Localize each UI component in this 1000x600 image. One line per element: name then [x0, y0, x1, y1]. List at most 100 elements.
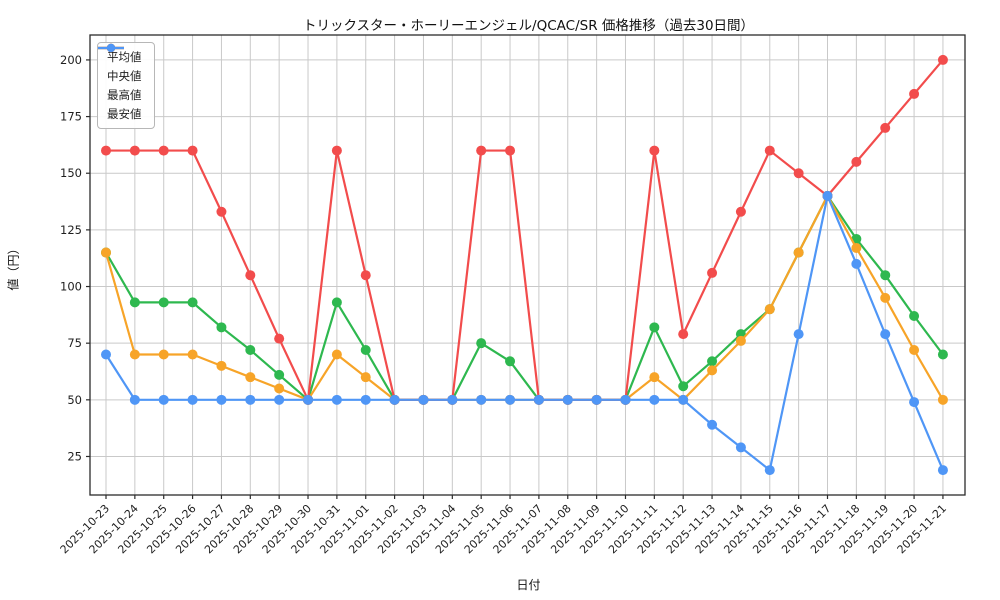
chart-title: トリックスター・ホーリーエンジェル/QCAC/SR 価格推移（過去30日間）: [302, 18, 755, 34]
min-marker: [447, 394, 458, 405]
median-marker: [331, 349, 342, 360]
y-tick-label: 150: [60, 166, 82, 180]
min-marker: [909, 397, 920, 408]
median-marker: [764, 304, 775, 315]
min-marker: [735, 442, 746, 453]
average-marker: [274, 369, 285, 380]
median-marker: [937, 394, 948, 405]
min-marker: [331, 394, 342, 405]
average-marker: [678, 381, 689, 392]
legend-item-median: 中央値: [98, 43, 142, 83]
min-marker: [533, 394, 544, 405]
average-marker: [505, 356, 516, 367]
average-marker: [129, 297, 140, 308]
min-marker: [880, 329, 891, 340]
average-marker: [880, 270, 891, 281]
max-marker: [158, 145, 169, 156]
max-marker: [851, 156, 862, 167]
max-marker: [649, 145, 660, 156]
median-marker: [245, 372, 256, 383]
average-marker: [158, 297, 169, 308]
median-marker: [129, 349, 140, 360]
median-marker: [880, 292, 891, 303]
median-marker: [909, 344, 920, 355]
y-tick-label: 175: [60, 110, 82, 124]
min-marker: [505, 394, 516, 405]
min-marker: [678, 394, 689, 405]
max-marker: [360, 270, 371, 281]
min-marker: [101, 349, 111, 360]
min-marker: [274, 394, 285, 405]
average-marker: [360, 344, 371, 355]
average-marker: [649, 322, 660, 333]
median-marker: [851, 243, 862, 254]
max-marker: [505, 145, 516, 156]
min-marker: [216, 394, 227, 405]
median-marker: [187, 349, 198, 360]
median-marker: [101, 247, 111, 258]
min-marker: [707, 419, 718, 430]
min-marker: [158, 394, 169, 405]
max-marker: [331, 145, 342, 156]
min-marker: [476, 394, 487, 405]
median-marker: [735, 335, 746, 346]
min-line-icon: [98, 43, 124, 53]
max-marker: [245, 270, 256, 281]
max-marker: [101, 145, 111, 156]
legend-label-median: 中央値: [107, 69, 142, 83]
y-tick-label: 125: [60, 223, 82, 237]
y-tick-label: 75: [67, 336, 82, 350]
y-tick-label: 25: [67, 449, 82, 463]
median-marker: [793, 247, 804, 258]
average-marker: [187, 297, 198, 308]
min-marker: [937, 465, 948, 476]
max-marker: [937, 54, 948, 65]
min-marker: [822, 190, 833, 201]
legend-item-min: 最安値: [98, 43, 142, 121]
average-marker: [937, 349, 948, 360]
max-marker: [735, 206, 746, 217]
max-marker: [216, 206, 227, 217]
average-marker: [476, 338, 487, 349]
x-axis-label: 日付: [516, 578, 541, 592]
min-marker: [620, 394, 631, 405]
average-marker: [909, 310, 920, 321]
min-marker: [303, 394, 314, 405]
legend-item-max: 最高値: [98, 43, 142, 102]
y-tick-label: 50: [67, 393, 82, 407]
average-marker: [707, 356, 718, 367]
average-marker: [331, 297, 342, 308]
min-marker: [360, 394, 371, 405]
min-marker: [764, 465, 775, 476]
plot-border: [89, 34, 966, 496]
min-marker: [187, 394, 198, 405]
min-marker: [793, 329, 804, 340]
min-marker: [418, 394, 429, 405]
average-marker: [245, 344, 256, 355]
min-marker: [851, 258, 862, 269]
legend: 平均値 中央値 最高値 最安値: [97, 42, 155, 129]
max-marker: [129, 145, 140, 156]
median-marker: [360, 372, 371, 383]
max-marker: [764, 145, 775, 156]
min-marker: [649, 394, 660, 405]
legend-label-min: 最安値: [107, 107, 142, 121]
min-marker: [129, 394, 140, 405]
max-marker: [187, 145, 198, 156]
median-marker: [274, 383, 285, 394]
max-marker: [880, 122, 891, 133]
min-marker: [389, 394, 400, 405]
min-marker: [562, 394, 573, 405]
min-line: [105, 194, 944, 472]
max-marker: [274, 333, 285, 344]
min-marker: [591, 394, 602, 405]
y-tick-label: 200: [60, 53, 82, 67]
legend-label-max: 最高値: [107, 88, 142, 102]
max-marker: [707, 267, 718, 278]
median-marker: [158, 349, 169, 360]
max-line: [106, 59, 944, 401]
y-tick-label: 100: [60, 280, 82, 294]
median-marker: [216, 360, 227, 371]
